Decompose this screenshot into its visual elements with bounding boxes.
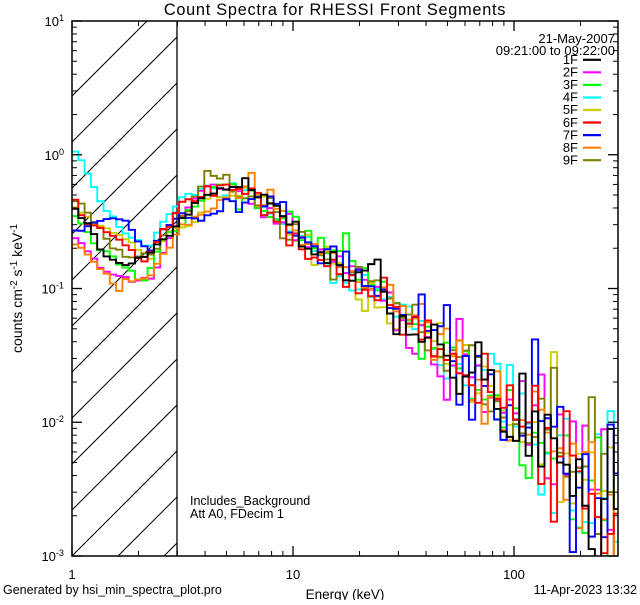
svg-text:1: 1 [68,567,75,582]
svg-text:100: 100 [503,567,525,582]
svg-text:Att A0, FDecim 1: Att A0, FDecim 1 [190,507,284,521]
svg-text:10: 10 [286,567,300,582]
svg-text:Includes_Background: Includes_Background [190,494,310,508]
svg-text:9F: 9F [563,152,578,167]
svg-text:Generated by hsi_min_spectra_p: Generated by hsi_min_spectra_plot.pro [3,583,222,597]
svg-text:09:21:00 to 09:22:00: 09:21:00 to 09:22:00 [496,43,615,58]
svg-text:Count Spectra for RHESSI Front: Count Spectra for RHESSI Front Segments [164,1,506,19]
svg-text:Energy (keV): Energy (keV) [306,587,385,600]
svg-text:11-Apr-2023 13:32: 11-Apr-2023 13:32 [534,583,637,597]
